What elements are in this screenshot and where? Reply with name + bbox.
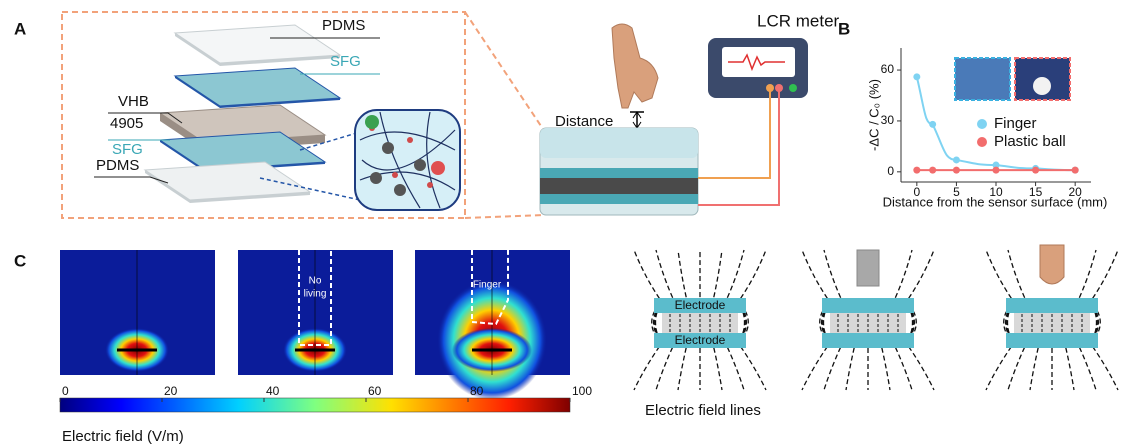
probe-label: No bbox=[309, 276, 322, 287]
legend-marker bbox=[977, 137, 987, 147]
zoom-line bbox=[465, 12, 545, 132]
layer-label: SFG bbox=[330, 53, 361, 70]
sensor-vhb bbox=[540, 178, 698, 194]
ion bbox=[392, 172, 398, 178]
field-line bbox=[678, 250, 688, 305]
point bbox=[993, 167, 1000, 174]
field-line bbox=[736, 250, 766, 305]
colorbar-tick-label: 20 bbox=[164, 384, 178, 398]
electrode bbox=[1006, 298, 1098, 313]
colorbar-tick-label: 40 bbox=[266, 384, 280, 398]
node bbox=[394, 184, 406, 196]
field-line bbox=[1088, 250, 1118, 305]
layer-label: PDMS bbox=[96, 157, 139, 174]
panel-label: A bbox=[14, 19, 26, 38]
chart: -ΔC / C₀ (%) Distance from the sensor su… bbox=[866, 48, 1107, 209]
sensor-top bbox=[540, 128, 698, 158]
node bbox=[414, 159, 426, 171]
meter-label: LCR meter bbox=[757, 11, 840, 30]
inset-photo bbox=[955, 58, 1010, 100]
colorbar bbox=[60, 398, 570, 412]
electrode-label: Electrode bbox=[675, 333, 726, 347]
y-tick-label: 0 bbox=[887, 164, 894, 178]
point bbox=[1072, 167, 1079, 174]
layer-label: VHB bbox=[118, 93, 149, 110]
field-line bbox=[986, 250, 1016, 305]
field-line bbox=[634, 250, 664, 305]
probe-label: Finger bbox=[473, 280, 502, 291]
y-tick-label: 60 bbox=[881, 62, 895, 76]
x-tick-label: 15 bbox=[1029, 185, 1043, 199]
colorbar-tick-label: 100 bbox=[572, 384, 592, 398]
colorbar-label: Electric field (V/m) bbox=[62, 428, 184, 445]
ion bbox=[427, 182, 433, 188]
figure: A B C PDMS SFG VHB 4905 SFG PDMS Distanc… bbox=[0, 0, 1131, 448]
colorbar-tick-label: 60 bbox=[368, 384, 382, 398]
layer-label: SFG bbox=[112, 141, 143, 158]
zoom-line bbox=[465, 215, 545, 218]
point bbox=[913, 167, 920, 174]
field-line bbox=[712, 250, 722, 305]
probe bbox=[857, 250, 879, 286]
node bbox=[382, 142, 394, 154]
point bbox=[913, 73, 920, 80]
point bbox=[929, 121, 936, 128]
probe-label: living bbox=[304, 289, 327, 300]
heatmaps bbox=[60, 250, 570, 400]
legend-label: Plastic ball bbox=[994, 133, 1066, 150]
point bbox=[953, 156, 960, 163]
sensor-electrode bbox=[540, 168, 698, 178]
anion bbox=[365, 115, 379, 129]
y-axis-label: -ΔC / C₀ (%) bbox=[866, 79, 881, 151]
knob bbox=[789, 84, 797, 92]
finger bbox=[612, 24, 658, 108]
x-tick-label: 0 bbox=[913, 185, 920, 199]
electrode bbox=[822, 298, 914, 313]
legend-marker bbox=[977, 119, 987, 129]
x-tick-label: 20 bbox=[1068, 185, 1082, 199]
point bbox=[1032, 167, 1039, 174]
layer-label: PDMS bbox=[322, 17, 365, 34]
node bbox=[370, 172, 382, 184]
legend-label: Finger bbox=[994, 115, 1037, 132]
wire bbox=[698, 90, 779, 205]
field-diagrams: Electrode Electrode bbox=[634, 245, 1118, 390]
electrode bbox=[1006, 333, 1098, 348]
y-tick-label: 30 bbox=[881, 113, 895, 127]
electrode bbox=[822, 333, 914, 348]
field-line bbox=[802, 250, 832, 305]
colorbar-tick-label: 0 bbox=[62, 384, 69, 398]
point bbox=[929, 167, 936, 174]
cation bbox=[431, 161, 445, 175]
colorbar-tick-label: 80 bbox=[470, 384, 484, 398]
point bbox=[953, 167, 960, 174]
layer-stack bbox=[145, 25, 340, 203]
ball bbox=[1033, 77, 1051, 95]
ion bbox=[407, 137, 413, 143]
x-tick-label: 10 bbox=[989, 185, 1003, 199]
field-line bbox=[904, 250, 934, 305]
finger-tip bbox=[1040, 245, 1064, 284]
panel-label: C bbox=[14, 251, 26, 270]
knob bbox=[775, 84, 783, 92]
knob bbox=[766, 84, 774, 92]
x-tick-label: 5 bbox=[953, 185, 960, 199]
sensor-electrode bbox=[540, 194, 698, 204]
distance-label: Distance bbox=[555, 113, 613, 130]
layer-label: 4905 bbox=[110, 115, 143, 132]
electrode-label: Electrode bbox=[675, 298, 726, 312]
panel-label: B bbox=[838, 19, 850, 38]
diagram-caption: Electric field lines bbox=[645, 402, 761, 419]
wire bbox=[698, 90, 770, 178]
